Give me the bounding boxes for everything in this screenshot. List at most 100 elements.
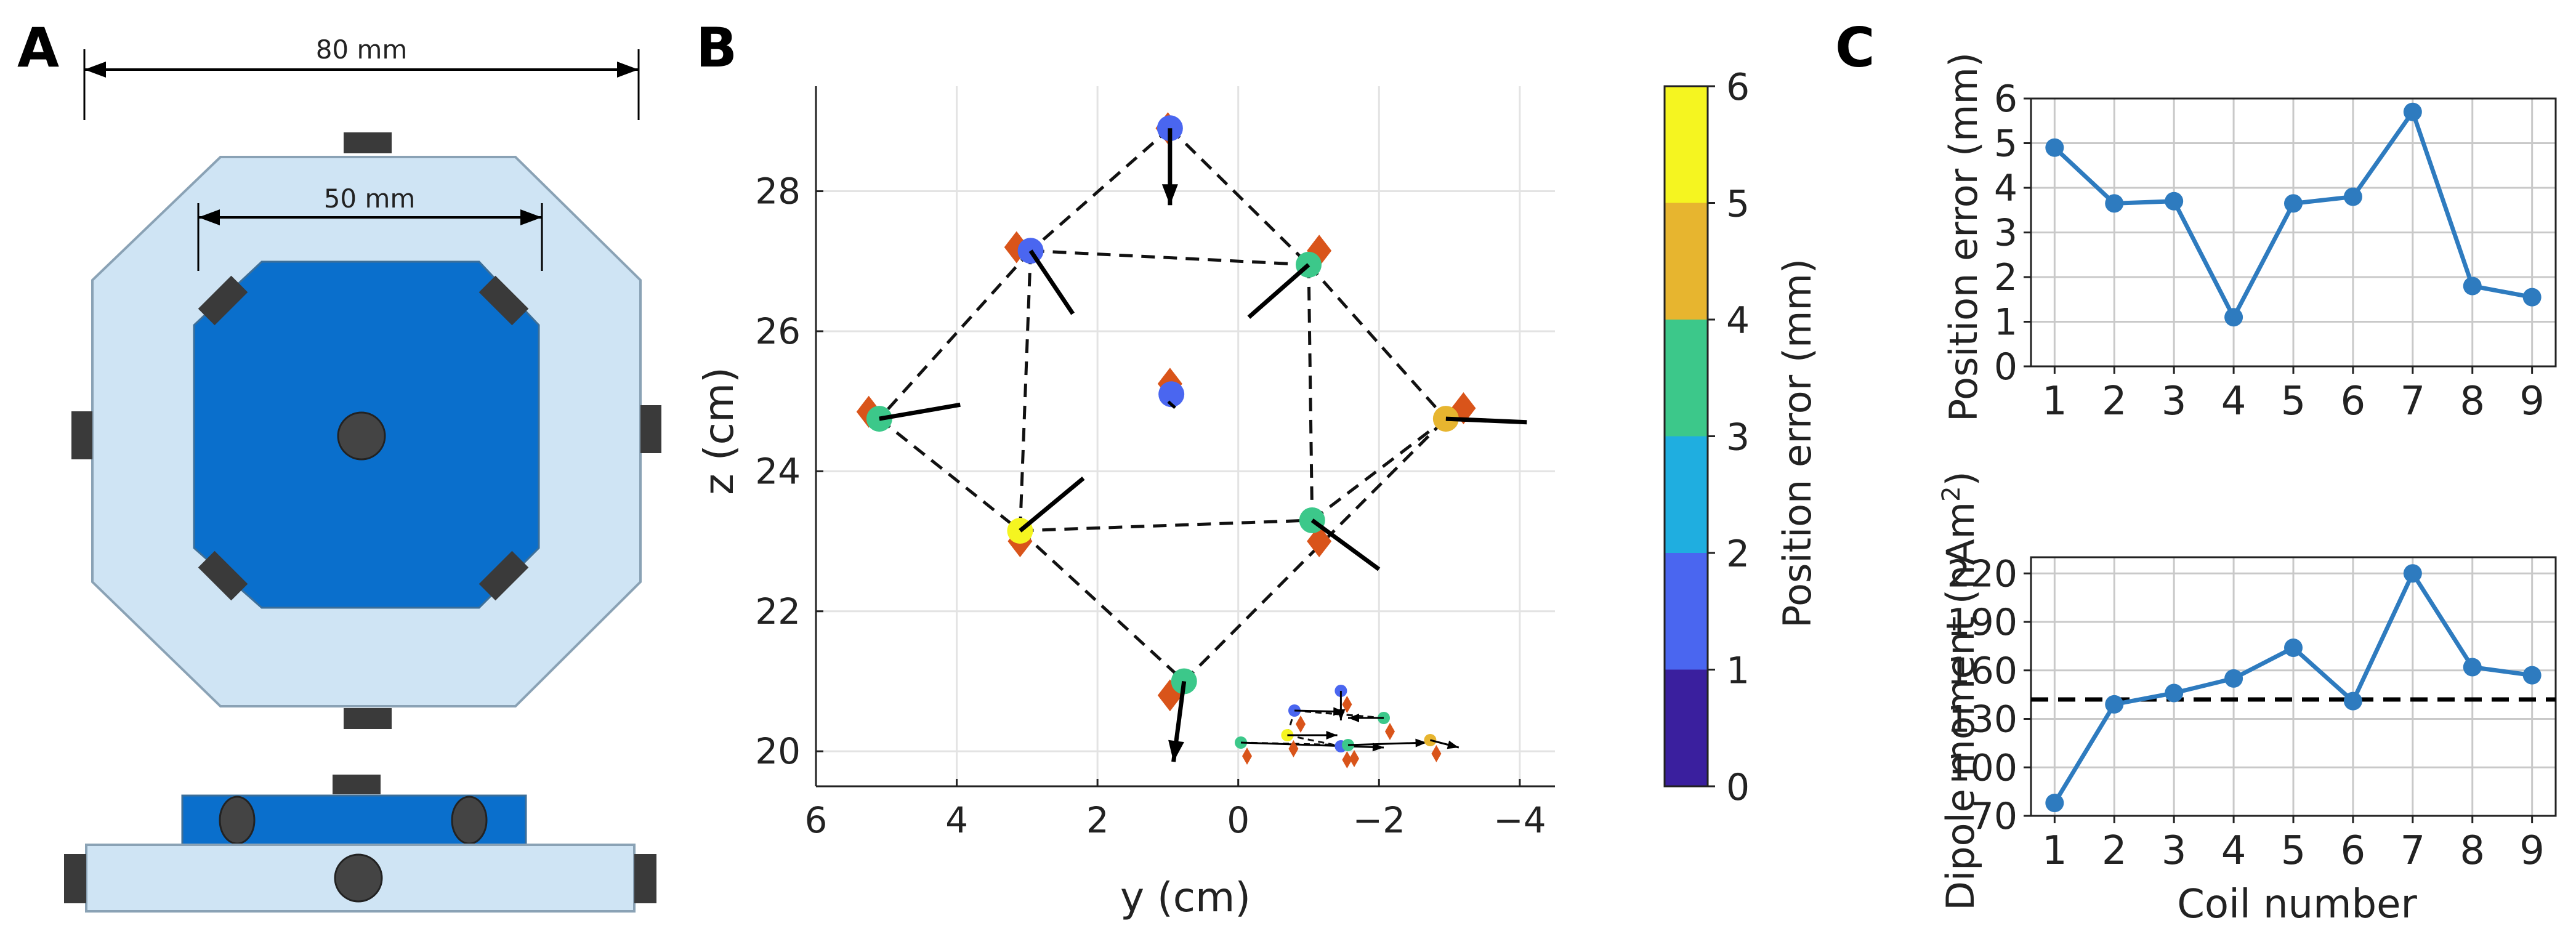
panel-letter-a: A	[17, 16, 59, 79]
panel-b-xtick-label: −2	[1353, 799, 1406, 841]
dipole-arrow-coil-8	[1310, 518, 1381, 571]
data-point-coil-4	[2224, 308, 2243, 327]
data-point-coil-3	[2165, 191, 2184, 211]
ytick-label: 1	[1994, 301, 2017, 344]
ytick-label: 6	[1994, 78, 2017, 121]
inset-true-marker	[1349, 750, 1359, 767]
data-point-coil-6	[2343, 187, 2362, 206]
panel-b-edge	[878, 417, 1021, 532]
panel-b-edge	[1020, 518, 1312, 533]
panel-b-edge	[1019, 530, 1185, 683]
panel-b-inset	[1235, 685, 1460, 768]
panel-c-top-ylabel: Position error (mm)	[1941, 52, 1986, 422]
xtick-label: 6	[2341, 828, 2366, 874]
panel-b-ytick-label: 26	[755, 310, 801, 352]
dipole-arrowhead-coil-9	[1168, 740, 1184, 762]
inset-arrowhead	[1348, 714, 1359, 722]
panel-c-bottom-ylabel: Dipole moment (nAm2)	[1937, 471, 1983, 910]
inset-arrowhead	[1326, 731, 1338, 740]
xtick-label: 1	[2042, 828, 2067, 874]
xtick-label: 8	[2460, 379, 2485, 424]
panel-c-bottom-xlabel: Coil number	[2177, 882, 2417, 927]
colorbar-segment-0	[1665, 669, 1708, 786]
xtick-label: 5	[2281, 828, 2306, 874]
dipole-arrow-coil-3	[1247, 263, 1310, 319]
xtick-label: 4	[2221, 828, 2247, 874]
panel-b-xtick-label: 6	[805, 799, 828, 841]
xtick-label: 2	[2102, 379, 2127, 424]
center-coil	[337, 411, 386, 461]
data-point-coil-7	[2403, 102, 2422, 121]
xtick-label: 4	[2221, 379, 2247, 424]
data-point-coil-7	[2403, 564, 2422, 583]
dipole-arrow-coil-5	[1167, 400, 1176, 409]
panel-b-edge	[1311, 417, 1447, 522]
panel-b-ylabel: z (cm)	[695, 367, 743, 495]
colorbar-tick-label: 4	[1726, 299, 1750, 342]
panel-b-ytick-label: 20	[755, 730, 801, 772]
ytick-label: 5	[1994, 123, 2017, 166]
inset-true-marker	[1342, 751, 1352, 768]
xtick-label: 2	[2102, 828, 2127, 874]
xtick-label: 8	[2460, 828, 2485, 874]
true-position-marker-coil-8	[1307, 525, 1332, 558]
ytick-label: 0	[1994, 345, 2017, 389]
panel-b-ytick-label: 22	[755, 590, 801, 632]
xtick-label: 9	[2519, 379, 2545, 424]
colorbar-segment-4	[1665, 203, 1708, 320]
inset-true-marker	[1385, 723, 1395, 740]
ytick-label: 160	[1947, 650, 2017, 693]
ytick-label: 4	[1994, 167, 2017, 210]
colorbar-segment-2	[1665, 436, 1708, 553]
data-point-coil-9	[2522, 288, 2542, 307]
ytick-label: 190	[1947, 601, 2017, 644]
xtick-label: 5	[2281, 379, 2306, 424]
diagonal-coils	[198, 275, 529, 601]
data-point-coil-8	[2463, 658, 2482, 677]
data-point-coil-2	[2105, 194, 2124, 213]
panel-b-edge	[1029, 127, 1171, 252]
inset-edge	[1287, 734, 1341, 748]
panel-letter-c: C	[1835, 16, 1875, 79]
ytick-label: 220	[1947, 552, 2017, 595]
ytick-label: 2	[1994, 256, 2017, 299]
ytick-label: 3	[1994, 212, 2017, 255]
xtick-label: 6	[2341, 379, 2366, 424]
colorbar-tick-label: 1	[1726, 650, 1750, 693]
outer-dimension-label: 80 mm	[316, 34, 408, 65]
dipole-arrow-coil-4	[879, 402, 961, 421]
data-point-coil-6	[2343, 691, 2362, 711]
data-point-coil-5	[2284, 194, 2303, 213]
colorbar-segment-1	[1665, 553, 1708, 670]
inset-true-marker	[1296, 715, 1306, 733]
xtick-label: 7	[2400, 379, 2425, 424]
inset-arrowhead	[1336, 709, 1346, 720]
inset-true-marker	[1342, 696, 1352, 713]
panel-b-edge	[1169, 127, 1310, 266]
xtick-label: 9	[2519, 828, 2545, 874]
xtick-label: 1	[2042, 379, 2067, 424]
dipole-arrow-coil-7	[1019, 477, 1085, 533]
panel-b-xtick-label: 2	[1086, 799, 1109, 841]
inset-true-marker	[1431, 745, 1442, 762]
colorbar-label: Position error (mm)	[1775, 259, 1820, 628]
xtick-label: 3	[2162, 379, 2187, 424]
panel-b-xtick-label: 4	[945, 799, 968, 841]
inset-arrow	[1347, 741, 1427, 746]
data-point-coil-5	[2284, 639, 2303, 657]
data-point-coil-9	[2522, 666, 2542, 685]
panel-letter-b: B	[696, 16, 737, 79]
estimated-position-marker-coil-5	[1158, 381, 1185, 408]
xtick-label: 3	[2162, 828, 2187, 874]
panel-b-ytick-label: 28	[755, 171, 801, 212]
dipole-arrow-coil-2	[1028, 249, 1075, 315]
edge-coils	[71, 132, 661, 729]
panel-a-diagram: 80 mm 50 mm	[64, 34, 661, 913]
ytick-label: 70	[1971, 795, 2017, 838]
data-point-coil-4	[2224, 669, 2243, 688]
xtick-label: 7	[2400, 828, 2425, 874]
colorbar-tick-label: 5	[1726, 183, 1750, 226]
